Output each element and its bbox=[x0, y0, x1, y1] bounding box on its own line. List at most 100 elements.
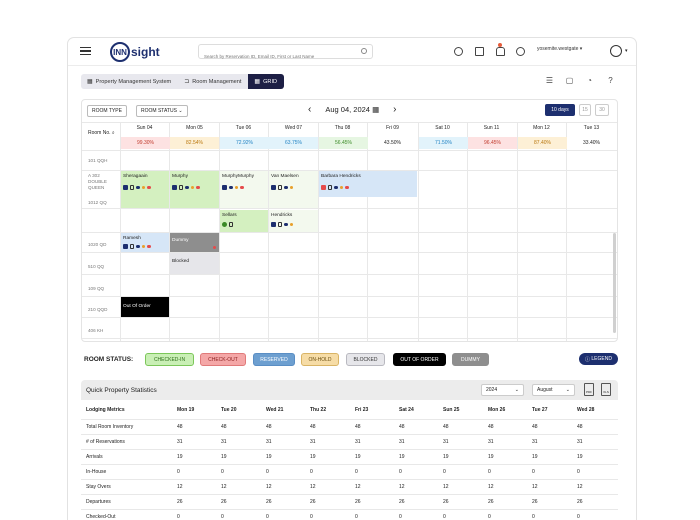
help-icon[interactable] bbox=[516, 47, 525, 56]
status-check-out[interactable]: CHECK-OUT bbox=[200, 353, 246, 366]
status-out-of-order[interactable]: OUT OF ORDER bbox=[393, 353, 446, 366]
room-label[interactable]: 101 QQH bbox=[88, 158, 108, 163]
breadcrumb-grid[interactable]: ▦ GRID bbox=[248, 74, 285, 89]
booking-guest-name: Hendricks bbox=[271, 213, 293, 218]
booking-guest-name: Out Of Order bbox=[123, 304, 151, 309]
booking-block[interactable]: Murphy bbox=[170, 171, 219, 208]
smiley-icon bbox=[222, 222, 227, 227]
home-icon bbox=[123, 244, 128, 249]
booking-icons bbox=[222, 185, 244, 190]
pdf-export-icon[interactable]: PDF bbox=[584, 383, 594, 396]
booking-block[interactable]: Van Maelsen bbox=[269, 171, 318, 208]
booking-icons bbox=[271, 222, 293, 227]
grid-line bbox=[566, 122, 567, 341]
stats-cell: 26 bbox=[355, 499, 361, 505]
room-label[interactable]: 1020 QD bbox=[88, 242, 107, 247]
add-icon[interactable] bbox=[454, 47, 463, 56]
checklist-icon[interactable]: ☰ bbox=[545, 76, 554, 85]
menu-icon[interactable] bbox=[80, 47, 91, 55]
next-arrow-icon[interactable]: › bbox=[393, 104, 397, 115]
dummy-block[interactable]: Dummy bbox=[170, 233, 219, 252]
stats-cell: 31 bbox=[443, 439, 449, 445]
room-status-label: ROOM STATUS bbox=[141, 108, 177, 114]
room-label[interactable]: 406 KH bbox=[88, 328, 104, 333]
occupancy-cell: 43.50% bbox=[368, 137, 417, 149]
chevron-down-icon[interactable]: ▾ bbox=[625, 48, 628, 54]
bell-icon[interactable] bbox=[496, 47, 505, 56]
day-header: Mon 05 bbox=[186, 125, 203, 131]
booking-block[interactable]: MurphyMurphy bbox=[220, 171, 268, 208]
chevron-down-icon: ⌄ bbox=[178, 108, 183, 114]
room-label[interactable]: 510 QQ bbox=[88, 264, 105, 269]
stats-row: # of Reservations 31 31 31 31 31 31 31 31 31 31 bbox=[81, 434, 618, 447]
stats-cell: 31 bbox=[532, 439, 538, 445]
month-select[interactable]: August ⌄ bbox=[532, 384, 575, 396]
booking-guest-name: Barbara Hendricks bbox=[321, 174, 361, 179]
status-dummy[interactable]: DUMMY bbox=[452, 353, 489, 366]
user-menu[interactable]: yosemite.westgate ▾ bbox=[537, 46, 583, 52]
date-navigator: ‹ Aug 04, 2024 ▦ › bbox=[308, 104, 397, 115]
clipboard-icon[interactable]: ▢ bbox=[565, 76, 574, 85]
stats-cell: 48 bbox=[355, 424, 361, 430]
view-10-days[interactable]: 10 days bbox=[545, 104, 575, 116]
blocked-block[interactable]: Blocked bbox=[170, 253, 219, 274]
room-label[interactable]: 109 QQ bbox=[88, 286, 105, 291]
breadcrumb-room-management[interactable]: ⊐ Room Management bbox=[178, 74, 249, 89]
grid-line bbox=[268, 122, 269, 341]
avatar-icon[interactable] bbox=[610, 45, 622, 57]
booking-block[interactable]: Sheragaain bbox=[121, 171, 169, 208]
stats-cell: 0 bbox=[221, 469, 224, 475]
room-status-dropdown[interactable]: ROOM STATUS ⌄ bbox=[136, 105, 188, 117]
stats-cell: 12 bbox=[266, 484, 272, 490]
grid-scrollbar[interactable] bbox=[613, 233, 616, 333]
search-icon[interactable] bbox=[361, 48, 367, 54]
stats-cell: 31 bbox=[577, 439, 583, 445]
lock-icon bbox=[179, 185, 183, 190]
stats-column-header: Wed 28 bbox=[577, 407, 595, 413]
booking-block[interactable]: Sellars bbox=[220, 210, 268, 232]
current-date-text: Aug 04, 2024 bbox=[325, 105, 370, 114]
status-on-hold[interactable]: ON-HOLD bbox=[301, 353, 339, 366]
breadcrumb-pms[interactable]: ▦ Property Management System bbox=[81, 74, 179, 89]
out-of-order-block[interactable]: Out Of Order bbox=[121, 297, 169, 317]
room-no-header[interactable]: Room No. ⌕ bbox=[88, 130, 115, 136]
prev-arrow-icon[interactable]: ‹ bbox=[308, 104, 312, 115]
stats-cell: 0 bbox=[266, 469, 269, 475]
room-label[interactable]: 210 QQD bbox=[88, 307, 108, 312]
status-dot bbox=[289, 222, 293, 227]
breadcrumb: ▦ Property Management System ⊐ Room Manage… bbox=[81, 74, 285, 89]
stats-row-label: # of Reservations bbox=[86, 439, 125, 445]
app-logo[interactable]: INN sight bbox=[110, 42, 160, 62]
stats-cell: 19 bbox=[577, 454, 583, 460]
booking-block[interactable]: Barbara Hendricks bbox=[319, 171, 417, 197]
search-input[interactable] bbox=[199, 50, 372, 63]
occupancy-cell: 99.30% bbox=[121, 137, 170, 149]
stats-cell: 48 bbox=[532, 424, 538, 430]
year-select[interactable]: 2024 ⌄ bbox=[481, 384, 524, 396]
xls-export-icon[interactable]: XLS bbox=[601, 383, 611, 396]
legend-button[interactable]: ⓘ LEGEND bbox=[579, 353, 618, 365]
status-blocked[interactable]: BLOCKED bbox=[346, 353, 385, 366]
gauge-icon[interactable]: ◔ bbox=[587, 76, 592, 85]
room-type-button[interactable]: ROOM TYPE bbox=[87, 105, 127, 117]
help-icon[interactable]: ? bbox=[608, 76, 613, 85]
status-reserved[interactable]: RESERVED bbox=[253, 353, 295, 366]
status-dot bbox=[136, 185, 140, 190]
stats-cell: 26 bbox=[266, 499, 272, 505]
status-checked-in[interactable]: CHECKED-IN bbox=[145, 353, 194, 366]
booking-block[interactable]: Ramesh bbox=[121, 233, 169, 252]
booking-block[interactable]: Hendricks bbox=[269, 210, 318, 232]
room-label[interactable]: A 302 DOUBLE QUEEN bbox=[88, 173, 107, 190]
bed-icon: ⊐ bbox=[184, 79, 190, 85]
view-30-days[interactable]: 30 bbox=[595, 104, 609, 116]
occupancy-cell: 33.40% bbox=[567, 137, 616, 149]
stats-cell: 26 bbox=[221, 499, 227, 505]
view-15-days[interactable]: 15 bbox=[579, 104, 591, 116]
stats-cell: 0 bbox=[310, 514, 313, 520]
calendar-icon[interactable] bbox=[475, 47, 484, 56]
current-date[interactable]: Aug 04, 2024 ▦ bbox=[325, 105, 379, 114]
stats-cell: 12 bbox=[577, 484, 583, 490]
calendar-icon: ▦ bbox=[87, 79, 93, 85]
stats-cell: 26 bbox=[488, 499, 494, 505]
room-label[interactable]: 1012 QQ bbox=[88, 200, 107, 205]
